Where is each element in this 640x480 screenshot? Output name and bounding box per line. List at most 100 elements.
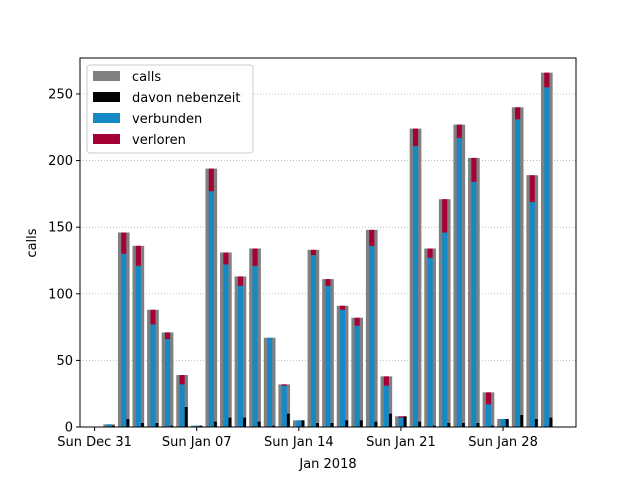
bar-verbunden [310, 255, 316, 427]
bar-verbunden [340, 309, 346, 427]
y-axis-label: calls [25, 228, 40, 257]
y-tick-label: 200 [48, 154, 73, 169]
bar-verbunden [223, 264, 229, 427]
bar-verloren [179, 375, 185, 385]
bar-davon-nebenzeit [330, 423, 334, 427]
bar-davon-nebenzeit [491, 425, 495, 427]
bar-verloren [398, 416, 404, 418]
bar-verbunden [267, 337, 273, 427]
bar-verbunden [208, 191, 214, 427]
bar-verbunden [369, 245, 375, 427]
bar-verbunden [383, 385, 389, 427]
bar-verloren [281, 384, 287, 386]
bar-verbunden [179, 384, 185, 427]
bar-verbunden [471, 181, 477, 427]
bar-verloren [325, 279, 331, 286]
bar-verloren [150, 309, 156, 325]
bars [103, 72, 553, 428]
bar-verbunden [544, 87, 550, 428]
bar-verbunden [106, 424, 112, 427]
bar-verbunden [121, 253, 127, 427]
legend-swatch [93, 113, 120, 123]
bar-davon-nebenzeit [345, 420, 349, 427]
bar-verbunden [442, 232, 448, 427]
y-tick-label: 50 [56, 354, 73, 369]
legend-swatch [93, 71, 120, 81]
bar-davon-nebenzeit [359, 420, 363, 427]
bar-davon-nebenzeit [388, 413, 392, 427]
bar-davon-nebenzeit [374, 421, 378, 427]
bar-davon-nebenzeit [301, 420, 305, 427]
bar-davon-nebenzeit [243, 417, 247, 427]
x-tick-label: Sun Dec 31 [57, 435, 132, 450]
x-tick-label: Sun Jan 07 [162, 435, 232, 450]
bar-verbunden [194, 425, 200, 427]
bar-verbunden [281, 385, 287, 427]
bar-verbunden [135, 265, 141, 427]
x-axis-label: Jan 2018 [298, 457, 356, 472]
y-tick-label: 0 [65, 421, 73, 436]
bar-davon-nebenzeit [111, 425, 115, 427]
legend-label: verbunden [132, 112, 202, 127]
bar-verloren [354, 317, 360, 326]
bar-davon-nebenzeit [432, 425, 436, 427]
bar-verbunden [354, 325, 360, 427]
bar-davon-nebenzeit [447, 423, 451, 427]
bar-davon-nebenzeit [199, 425, 203, 427]
legend-label: davon nebenzeit [132, 91, 241, 106]
bar-verloren [369, 229, 375, 246]
bar-davon-nebenzeit [126, 419, 130, 427]
bar-davon-nebenzeit [461, 423, 465, 427]
bar-verbunden [164, 339, 171, 427]
bar-davon-nebenzeit [170, 425, 174, 427]
bar-davon-nebenzeit [272, 425, 276, 427]
bar-verbunden [252, 265, 258, 427]
bar-davon-nebenzeit [228, 417, 232, 427]
bar-davon-nebenzeit [520, 415, 524, 427]
bar-davon-nebenzeit [403, 416, 407, 427]
bar-verloren [252, 248, 258, 266]
bar-verloren [515, 107, 521, 120]
bar-davon-nebenzeit [505, 419, 509, 427]
bar-verloren [442, 199, 448, 233]
bar-verbunden [150, 324, 156, 427]
bar-verloren [223, 252, 229, 265]
y-tick-label: 250 [48, 87, 73, 102]
bar-verloren [340, 305, 346, 310]
bar-davon-nebenzeit [184, 407, 188, 427]
legend-label: calls [132, 70, 161, 85]
plot-frame [79, 57, 577, 428]
bar-verloren [471, 157, 477, 182]
legend: calls davon nebenzeit verbunden verloren [86, 64, 254, 154]
bar-verbunden [456, 137, 462, 427]
x-tick-label: Sun Jan 28 [468, 435, 538, 450]
bar-verloren [164, 332, 171, 340]
bar-verbunden [412, 145, 419, 427]
bar-verbunden [237, 285, 244, 427]
bar-davon-nebenzeit [213, 421, 217, 427]
x-tick-label: Sun Jan 14 [264, 435, 334, 450]
legend-swatch [93, 92, 120, 102]
bar-verloren [427, 248, 433, 258]
legend-box [86, 64, 254, 154]
bar-verbunden [325, 285, 331, 427]
bar-verbunden [529, 201, 535, 427]
bar-davon-nebenzeit [418, 421, 422, 427]
legend-label: verloren [132, 133, 186, 148]
bar-davon-nebenzeit [257, 421, 261, 427]
legend-swatch [93, 134, 120, 144]
bar-davon-nebenzeit [316, 423, 319, 427]
bar-verloren [121, 232, 127, 254]
bar-verbunden [515, 119, 521, 427]
bar-verloren [485, 392, 492, 405]
bar-davon-nebenzeit [286, 413, 290, 427]
bar-verbunden [296, 420, 302, 427]
y-tick-label: 100 [48, 287, 73, 302]
x-tick-label: Sun Jan 21 [366, 435, 436, 450]
bar-verloren [310, 249, 316, 256]
bar-verloren [529, 175, 535, 202]
bar-davon-nebenzeit [534, 419, 538, 427]
bar-verbunden [427, 257, 433, 427]
bar-verloren [544, 72, 550, 88]
